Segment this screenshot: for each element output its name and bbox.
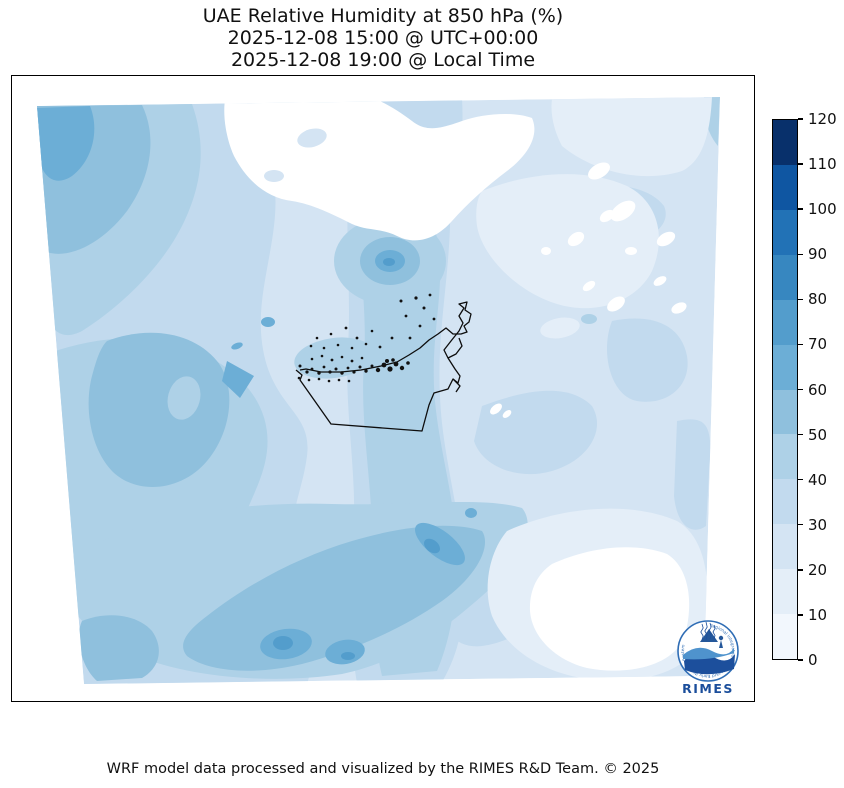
colorbar-tick-label: 40 (808, 470, 828, 489)
colorbar-segment (773, 299, 797, 345)
humidity-contour-map: Regional Integrated Multi-Hazard Early W… (37, 97, 739, 696)
contour-band-0-10-white (224, 97, 690, 671)
colorbar-tick-mark (798, 433, 803, 436)
uae-boundary-outline (295, 301, 472, 432)
colorbar-segment (773, 434, 797, 480)
colorbar-tick-mark (798, 478, 803, 481)
colorbar-tick-label: 20 (808, 560, 828, 579)
colorbar-tick-mark (798, 659, 803, 661)
colorbar-tick-label: 70 (808, 335, 828, 354)
colorbar-tick-label: 0 (808, 651, 818, 669)
colorbar-tick-mark (798, 524, 803, 526)
colorbar-segment (773, 209, 797, 255)
island-markers (297, 293, 436, 383)
colorbar-tick-label: 60 (808, 380, 828, 399)
title-line-3: 2025-12-08 19:00 @ Local Time (230, 49, 536, 71)
colorbar-tick-mark (798, 343, 803, 346)
colorbar-tick-mark (798, 118, 803, 120)
colorbar-segment (773, 344, 797, 390)
colorbar-segment (773, 524, 797, 570)
colorbar-segment (773, 389, 797, 435)
rimes-logo: Regional Integrated Multi-Hazard Early W… (677, 620, 739, 696)
colorbar-tick-label: 100 (808, 200, 837, 219)
colorbar-tick-mark (798, 253, 803, 255)
contour-band-60-70 (37, 106, 587, 665)
colorbar-tick-mark (798, 614, 803, 616)
colorbar-tick-label: 120 (808, 110, 837, 128)
colorbar-tick-label: 80 (808, 290, 828, 309)
colorbar-segment (773, 164, 797, 210)
colorbar-tick-label: 90 (808, 245, 828, 264)
colorbar: 0 10 20 30 40 50 60 70 80 90 100 110 120 (772, 110, 837, 669)
colorbar-tick-mark (798, 388, 803, 391)
footer-credit: WRF model data processed and visualized … (106, 761, 660, 777)
colorbar-segments (772, 119, 798, 660)
title-block: UAE Relative Humidity at 850 hPa (%) 202… (11, 5, 755, 71)
colorbar-tick-mark (798, 163, 803, 165)
colorbar-tick-mark (798, 298, 803, 301)
colorbar-tick-label: 30 (808, 515, 828, 534)
colorbar-segment (773, 614, 797, 660)
colorbar-tick-mark (798, 208, 803, 210)
colorbar-segment (773, 254, 797, 300)
title-line-1: UAE Relative Humidity at 850 hPa (%) (202, 5, 564, 27)
contour-fill-layers (37, 97, 720, 684)
colorbar-tick-label: 110 (808, 155, 837, 174)
map-axes: Regional Integrated Multi-Hazard Early W… (11, 75, 755, 702)
colorbar-tick-label: 10 (808, 605, 828, 624)
contour-band-50-60 (37, 105, 486, 681)
colorbar-tick-label: 50 (808, 425, 828, 444)
colorbar-segment (773, 569, 797, 615)
contour-band-70-80 (273, 258, 440, 660)
colorbar-tick-mark (798, 569, 803, 571)
rimes-logo-wordmark: RIMES (682, 681, 734, 696)
colorbar-segment (773, 120, 797, 165)
title-line-2: 2025-12-08 15:00 @ UTC+00:00 (227, 27, 539, 49)
colorbar-segment (773, 479, 797, 525)
